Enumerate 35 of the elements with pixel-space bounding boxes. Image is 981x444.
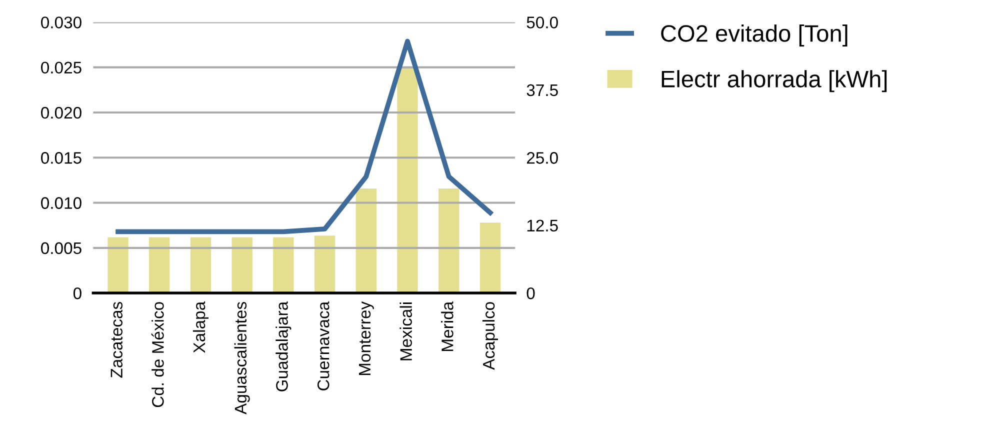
x-tick-label: Merida (441, 301, 454, 351)
legend-label: Electr ahorrada [kWh] (662, 70, 887, 92)
x-tick-label: Mexicali (400, 302, 412, 360)
y2-tick-label: 25.0 (526, 152, 558, 164)
x-tick-label: Xalapa (192, 301, 208, 353)
legend-label: CO2 evitado [Ton] (661, 24, 848, 46)
y-tick-label: 0.025 (41, 62, 82, 74)
y-tick-label: 0.005 (41, 242, 82, 254)
y-tick-label: 0.010 (41, 197, 82, 209)
bar (273, 237, 294, 294)
y-tick-label: 0.015 (41, 152, 82, 164)
bar (232, 237, 252, 294)
y2-tick-label: 0 (526, 287, 535, 300)
y-tick-label: 0.030 (41, 16, 82, 28)
bar (190, 237, 212, 294)
y-tick-label: 0 (73, 287, 82, 300)
x-tick-label: Zacatecas (110, 302, 122, 378)
bar (480, 222, 501, 294)
y2-tick-label: 50.0 (526, 16, 558, 28)
bar (108, 237, 128, 294)
x-tick-label: Guadalajara (276, 301, 292, 392)
y-tick-label: 0.020 (41, 106, 82, 119)
x-tick-label: Monterrey (358, 301, 374, 376)
line-series (116, 38, 493, 234)
x-tick-label: Aguascalientes (234, 302, 250, 414)
bar (397, 67, 418, 294)
bar (438, 188, 460, 294)
x-tick-label: Cd. de México (151, 302, 164, 408)
bar (356, 188, 376, 294)
x-tick-label: Cuernavaca (317, 301, 330, 390)
x-tick-label: Acapulco (482, 302, 498, 370)
y2-tick-label: 12.5 (527, 220, 558, 232)
bar (149, 237, 170, 294)
y2-tick-label: 37.5 (526, 84, 558, 96)
bar (314, 236, 336, 294)
